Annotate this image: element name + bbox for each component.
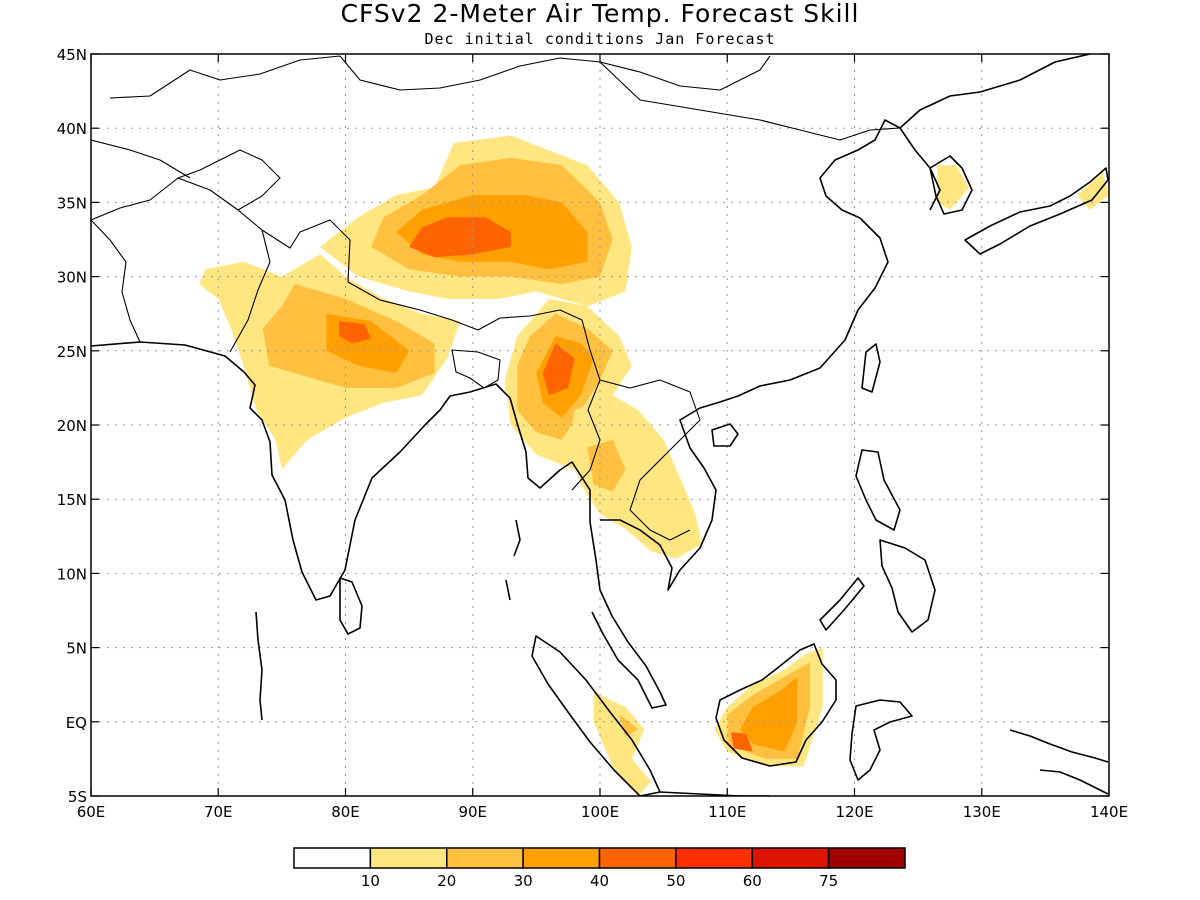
- lat-tick-label: 10N: [57, 565, 87, 583]
- coastline-andaman-islands: [505, 519, 521, 601]
- coastline-india: [91, 341, 451, 601]
- colorbar-swatch: [751, 847, 830, 869]
- skill-contour-region-2-level-4: [542, 343, 575, 396]
- lon-tick-label: 90E: [458, 803, 487, 821]
- lon-tick-label: 70E: [204, 803, 233, 821]
- lon-tick-label: 100E: [581, 803, 619, 821]
- lon-tick-label: 60E: [77, 803, 106, 821]
- colorbar-label: 40: [590, 872, 609, 890]
- coastline-sri-lanka: [339, 577, 363, 635]
- border-bangladesh: [451, 349, 501, 389]
- lon-tick-label: 110E: [708, 803, 746, 821]
- skill-contour-region-6-level-1: [937, 165, 969, 210]
- coastline-new-guinea: [1009, 729, 1109, 795]
- skill-contour-region-5-level-1: [593, 692, 651, 796]
- lat-tick-label: 35N: [57, 194, 87, 212]
- colorbar-label: 10: [361, 872, 380, 890]
- colorbar: 10 20 30 40 50 60 75: [293, 847, 906, 890]
- colorbar-label: 30: [514, 872, 533, 890]
- lat-tick-label: 15N: [57, 491, 87, 509]
- lon-tick-label: 120E: [835, 803, 873, 821]
- lat-tick-label: 40N: [57, 120, 87, 138]
- skill-contour-region-0-level-4: [409, 217, 511, 258]
- skill-shading-layer: [199, 135, 1109, 796]
- map-title: CFSv2 2-Meter Air Temp. Forecast Skill: [341, 0, 860, 28]
- graticule: [91, 54, 1109, 796]
- skill-contour-region-4-level-3: [740, 677, 798, 752]
- border-central-asia: [91, 55, 771, 179]
- coastline-java: [659, 791, 770, 796]
- skill-contour-region-5-level-2: [619, 714, 639, 737]
- lat-tick-label: 45N: [57, 46, 87, 64]
- colorbar-label: 20: [437, 872, 456, 890]
- coastline-luzon: [855, 449, 901, 531]
- lat-tick-label: 25N: [57, 343, 87, 361]
- coastline-korea: [929, 155, 973, 215]
- coastline-hainan: [711, 423, 739, 447]
- coastline-philippine-islands: [879, 539, 936, 633]
- lon-tick-label: 80E: [331, 803, 360, 821]
- colorbar-swatch: [827, 847, 906, 869]
- lat-tick-label: 30N: [57, 269, 87, 287]
- lat-tick-label: 20N: [57, 417, 87, 435]
- map-subtitle: Dec initial conditions Jan Forecast: [424, 30, 775, 48]
- coastline-maldives-laccadives: [255, 611, 263, 721]
- coastline-sumatra: [531, 635, 661, 796]
- colorbar-swatch: [675, 847, 753, 869]
- colorbar-swatch: [446, 847, 524, 869]
- coastline-northeast: [899, 54, 1091, 129]
- skill-contour-region-3-level-2: [587, 439, 626, 492]
- colorbar-swatch: [293, 847, 372, 869]
- coastline-palawan: [819, 577, 865, 631]
- lon-tick-label: 130E: [963, 803, 1001, 821]
- border-iran-pakistan: [91, 219, 141, 343]
- coastline-sulawesi: [849, 699, 913, 781]
- lat-tick-label: 5N: [66, 640, 87, 658]
- border-indochina: [599, 379, 701, 541]
- colorbar-swatch: [598, 847, 677, 869]
- skill-contour-region-1-level-4: [339, 321, 371, 344]
- lat-tick-label: EQ: [66, 714, 87, 732]
- skill-contour-region-7-level-1: [1077, 172, 1109, 210]
- coastline-japan: [964, 167, 1109, 255]
- colorbar-label: 75: [819, 872, 838, 890]
- lon-tick-label: 140E: [1090, 803, 1128, 821]
- coastline-malay-peninsula: [591, 589, 667, 709]
- skill-contour-region-4-level-4: [731, 732, 753, 752]
- colorbar-swatch: [522, 847, 601, 869]
- coastline-borneo: [715, 643, 837, 767]
- map-axes: 60E 70E 80E 90E 100E 110E 120E 130E 140E 5S EQ 5N 10…: [57, 46, 1128, 821]
- colorbar-swatch: [369, 847, 448, 869]
- border-afghanistan: [91, 149, 281, 221]
- colorbar-label: 50: [666, 872, 685, 890]
- coastline-bay-of-bengal-east: [449, 383, 601, 591]
- border-pakistan-india: [177, 177, 271, 353]
- skill-contour-region-3-level-1: [568, 395, 702, 559]
- lat-tick-label: 5S: [68, 788, 87, 806]
- border-mongolia-china: [599, 61, 901, 141]
- coastlines-and-borders: [91, 54, 1109, 796]
- border-india-china: [261, 219, 583, 331]
- coastline-taiwan: [861, 343, 881, 393]
- border-myanmar-east: [571, 319, 601, 491]
- coastline-gulf-of-thailand: [600, 119, 941, 591]
- colorbar-label: 60: [743, 872, 762, 890]
